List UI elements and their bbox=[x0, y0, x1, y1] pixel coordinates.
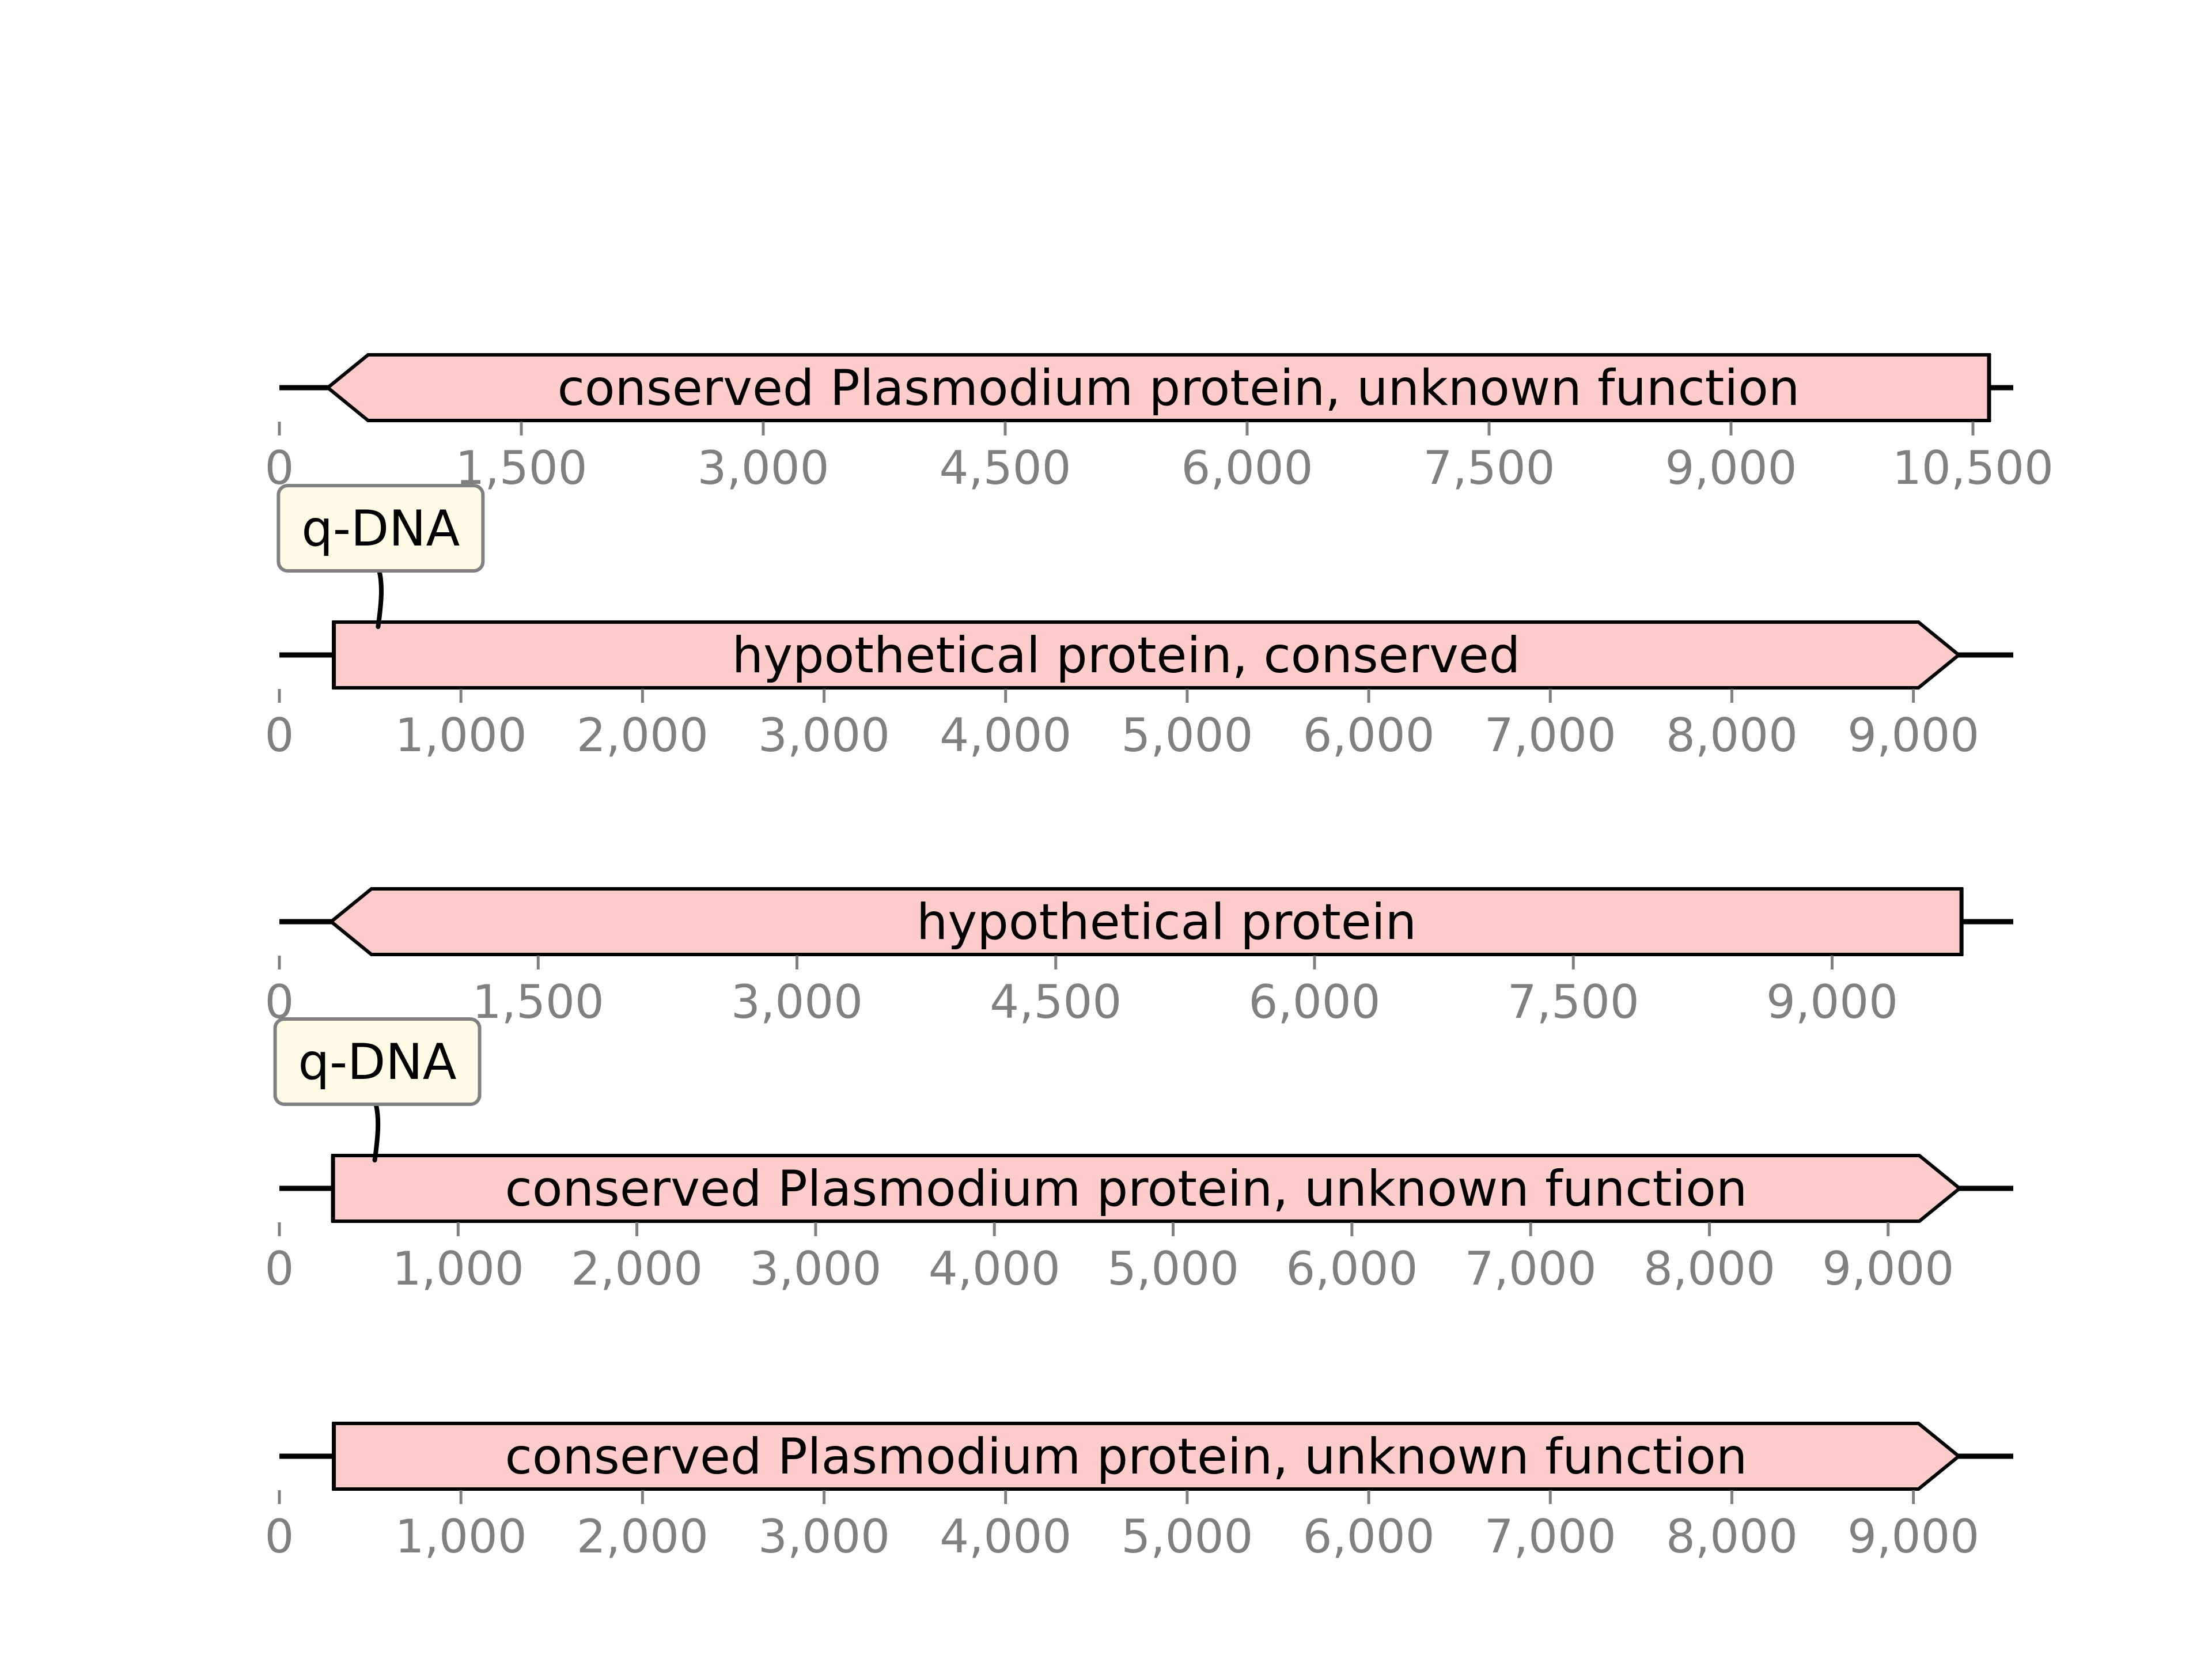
axis-tick-label: 3,000 bbox=[758, 709, 890, 762]
axis-tick-label: 0 bbox=[265, 1242, 294, 1296]
axis-tick-label: 1,000 bbox=[395, 709, 527, 762]
axis-tick-label: 2,000 bbox=[571, 1242, 703, 1296]
axis-tick-label: 0 bbox=[265, 1510, 294, 1563]
axis-tick-label: 9,000 bbox=[1822, 1242, 1954, 1296]
axis-tick-label: 1,500 bbox=[472, 975, 604, 1029]
axis-tick-label: 4,000 bbox=[940, 1510, 1071, 1563]
gene-feature-label: conserved Plasmodium protein, unknown fu… bbox=[505, 1160, 1748, 1218]
callout-label: q-DNA bbox=[298, 1033, 457, 1091]
axis-tick-label: 7,000 bbox=[1465, 1242, 1597, 1296]
axis-tick-label: 5,000 bbox=[1121, 709, 1253, 762]
axis-tick-label: 2,000 bbox=[577, 709, 709, 762]
axis-tick-label: 7,500 bbox=[1423, 441, 1555, 495]
axis-tick-label: 4,000 bbox=[940, 709, 1071, 762]
axis-tick-label: 9,000 bbox=[1665, 441, 1797, 495]
axis-tick-label: 3,000 bbox=[749, 1242, 881, 1296]
tracks-layer: conserved Plasmodium protein, unknown fu… bbox=[265, 353, 2054, 1563]
axis-tick-label: 10,500 bbox=[1892, 441, 2054, 495]
track-5: conserved Plasmodium protein, unknown fu… bbox=[265, 1422, 2013, 1563]
callout-leader-line bbox=[376, 569, 384, 629]
callout-label: q-DNA bbox=[301, 500, 460, 558]
axis-tick-label: 7,000 bbox=[1484, 709, 1616, 762]
axis-tick-label: 8,000 bbox=[1666, 1510, 1798, 1563]
callout-box bbox=[273, 1017, 482, 1106]
callout-annotation: q-DNA bbox=[273, 1017, 482, 1162]
axis-tick-label: 6,000 bbox=[1248, 975, 1380, 1029]
track-4: conserved Plasmodium protein, unknown fu… bbox=[265, 1017, 2013, 1296]
axis-tick-label: 7,500 bbox=[1508, 975, 1639, 1029]
axis-tick-label: 1,000 bbox=[395, 1510, 527, 1563]
axis-tick-label: 3,000 bbox=[731, 975, 863, 1029]
axis-tick-label: 5,000 bbox=[1107, 1242, 1239, 1296]
gene-feature-label: hypothetical protein bbox=[916, 893, 1416, 951]
callout-annotation: q-DNA bbox=[276, 484, 485, 629]
axis-tick-label: 4,000 bbox=[929, 1242, 1060, 1296]
axis-tick-label: 9,000 bbox=[1847, 709, 1979, 762]
axis-tick-label: 1,000 bbox=[392, 1242, 524, 1296]
track-1: conserved Plasmodium protein, unknown fu… bbox=[265, 353, 2054, 495]
axis-tick-label: 6,000 bbox=[1303, 1510, 1435, 1563]
axis-tick-label: 8,000 bbox=[1666, 709, 1798, 762]
gene-feature-label: conserved Plasmodium protein, unknown fu… bbox=[505, 1428, 1748, 1486]
axis-tick-label: 9,000 bbox=[1847, 1510, 1979, 1563]
axis-tick-label: 6,000 bbox=[1286, 1242, 1418, 1296]
axis-tick-label: 7,000 bbox=[1484, 1510, 1616, 1563]
gene-feature-label: hypothetical protein, conserved bbox=[732, 627, 1521, 684]
callout-box bbox=[276, 484, 485, 573]
callout-leader-line bbox=[372, 1102, 381, 1162]
axis-tick-label: 8,000 bbox=[1643, 1242, 1775, 1296]
axis-tick-label: 4,500 bbox=[939, 441, 1071, 495]
axis-tick-label: 2,000 bbox=[577, 1510, 709, 1563]
axis-tick-label: 3,000 bbox=[697, 441, 829, 495]
gene-feature-label: conserved Plasmodium protein, unknown fu… bbox=[558, 359, 1800, 417]
axis-tick-label: 6,000 bbox=[1303, 709, 1435, 762]
axis-tick-label: 9,000 bbox=[1766, 975, 1898, 1029]
axis-tick-label: 6,000 bbox=[1181, 441, 1313, 495]
axis-tick-label: 0 bbox=[265, 709, 294, 762]
track-2: hypothetical protein, conserved 0 1,000 2,0… bbox=[265, 484, 2013, 762]
axis-tick-label: 4,500 bbox=[990, 975, 1122, 1029]
axis-tick-label: 3,000 bbox=[758, 1510, 890, 1563]
axis-tick-label: 5,000 bbox=[1121, 1510, 1253, 1563]
